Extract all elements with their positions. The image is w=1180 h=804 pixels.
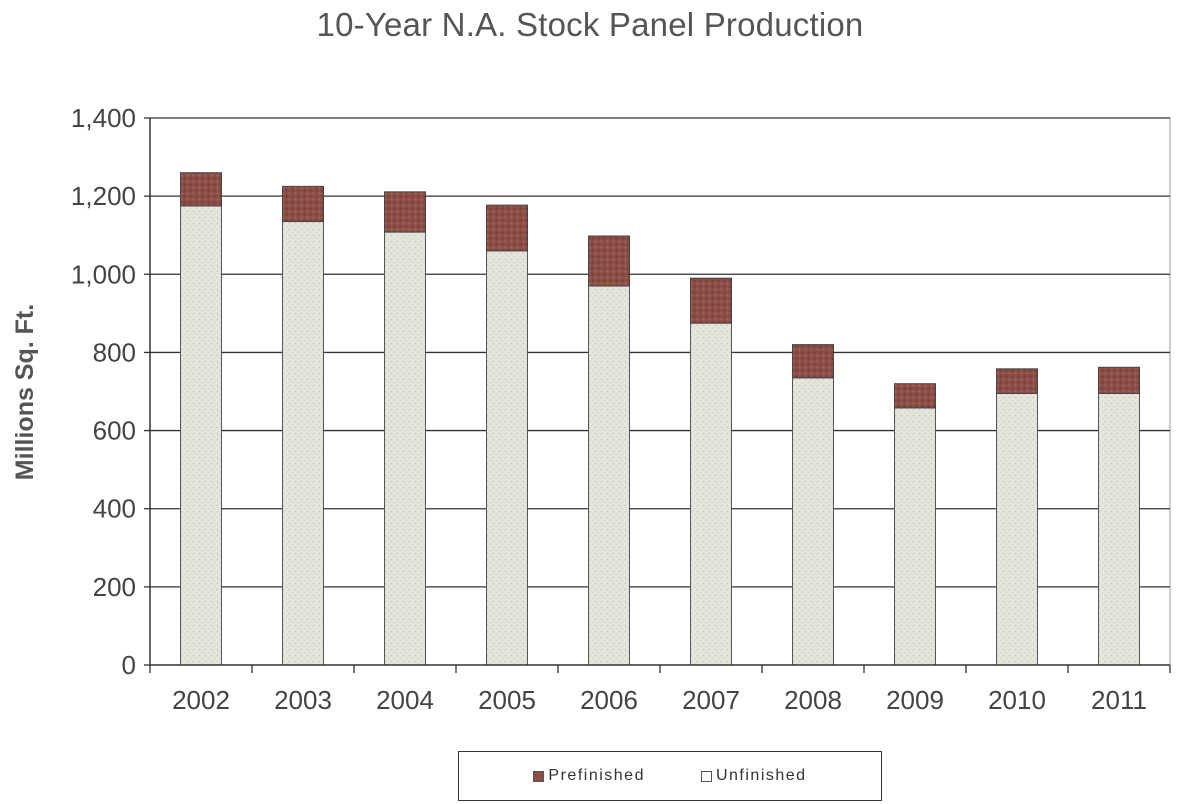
bar-unfinished-2003 (282, 221, 324, 666)
x-tick-label: 2005 (478, 685, 536, 715)
y-tick-label: 1,400 (71, 103, 136, 133)
x-tick-label: 2003 (274, 685, 332, 715)
bar-prefinished-2011 (1098, 366, 1140, 394)
chart-title: 10-Year N.A. Stock Panel Production (316, 6, 864, 43)
bar-unfinished-2006 (588, 285, 630, 666)
y-tick-label: 400 (93, 494, 136, 524)
bar-prefinished-2010 (996, 368, 1038, 394)
bar-unfinished-2011 (1098, 392, 1140, 666)
legend-label-unfinished: Unfinished (715, 767, 807, 784)
bar-prefinished-2009 (894, 383, 936, 409)
bar-prefinished-2002 (180, 172, 222, 207)
y-tick-label: 1,200 (71, 181, 136, 211)
legend: Prefinished Unfinished (458, 751, 882, 801)
bar-unfinished-2002 (180, 205, 222, 666)
bar-prefinished-2004 (384, 191, 426, 233)
bar-unfinished-2005 (486, 250, 528, 666)
bar-prefinished-2003 (282, 185, 324, 223)
bar-unfinished-2007 (690, 322, 732, 666)
x-tick-label: 2007 (682, 685, 740, 715)
bar-prefinished-2006 (588, 235, 630, 287)
bar-prefinished-2008 (792, 344, 834, 379)
x-tick-label: 2011 (1091, 685, 1147, 715)
y-tick-label: 1,000 (71, 259, 136, 289)
y-tick-label: 0 (122, 650, 136, 680)
y-tick-label: 200 (93, 572, 136, 602)
bar-prefinished-2007 (690, 277, 732, 324)
x-tick-label: 2010 (988, 685, 1046, 715)
legend-label-prefinished: Prefinished (548, 767, 645, 784)
bar-unfinished-2004 (384, 231, 426, 666)
legend-swatch-prefinished (533, 770, 545, 782)
bar-unfinished-2010 (996, 392, 1038, 666)
x-tick-label: 2006 (580, 685, 638, 715)
chart-canvas: 0 200 400 600 800 1,000 1,200 1,400 2002 2003 2004… (11, 103, 1171, 715)
x-tick-label: 2008 (784, 685, 842, 715)
bar-unfinished-2009 (894, 407, 936, 666)
legend-swatch-unfinished (700, 770, 712, 782)
y-tick-label: 600 (93, 416, 136, 446)
x-tick-label: 2009 (886, 685, 944, 715)
bar-unfinished-2008 (792, 377, 834, 666)
y-axis-label: Millions Sq. Ft. (11, 304, 39, 480)
legend-item-prefinished: Prefinished (533, 767, 645, 785)
x-tick-label: 2002 (172, 685, 230, 715)
legend-item-unfinished: Unfinished (700, 767, 807, 785)
y-tick-label: 800 (93, 337, 136, 367)
x-tick-label: 2004 (376, 685, 434, 715)
axes: 0 200 400 600 800 1,000 1,200 1,400 2002 2003 2004… (71, 103, 1171, 715)
bars (180, 172, 1140, 666)
bar-prefinished-2005 (486, 204, 528, 252)
